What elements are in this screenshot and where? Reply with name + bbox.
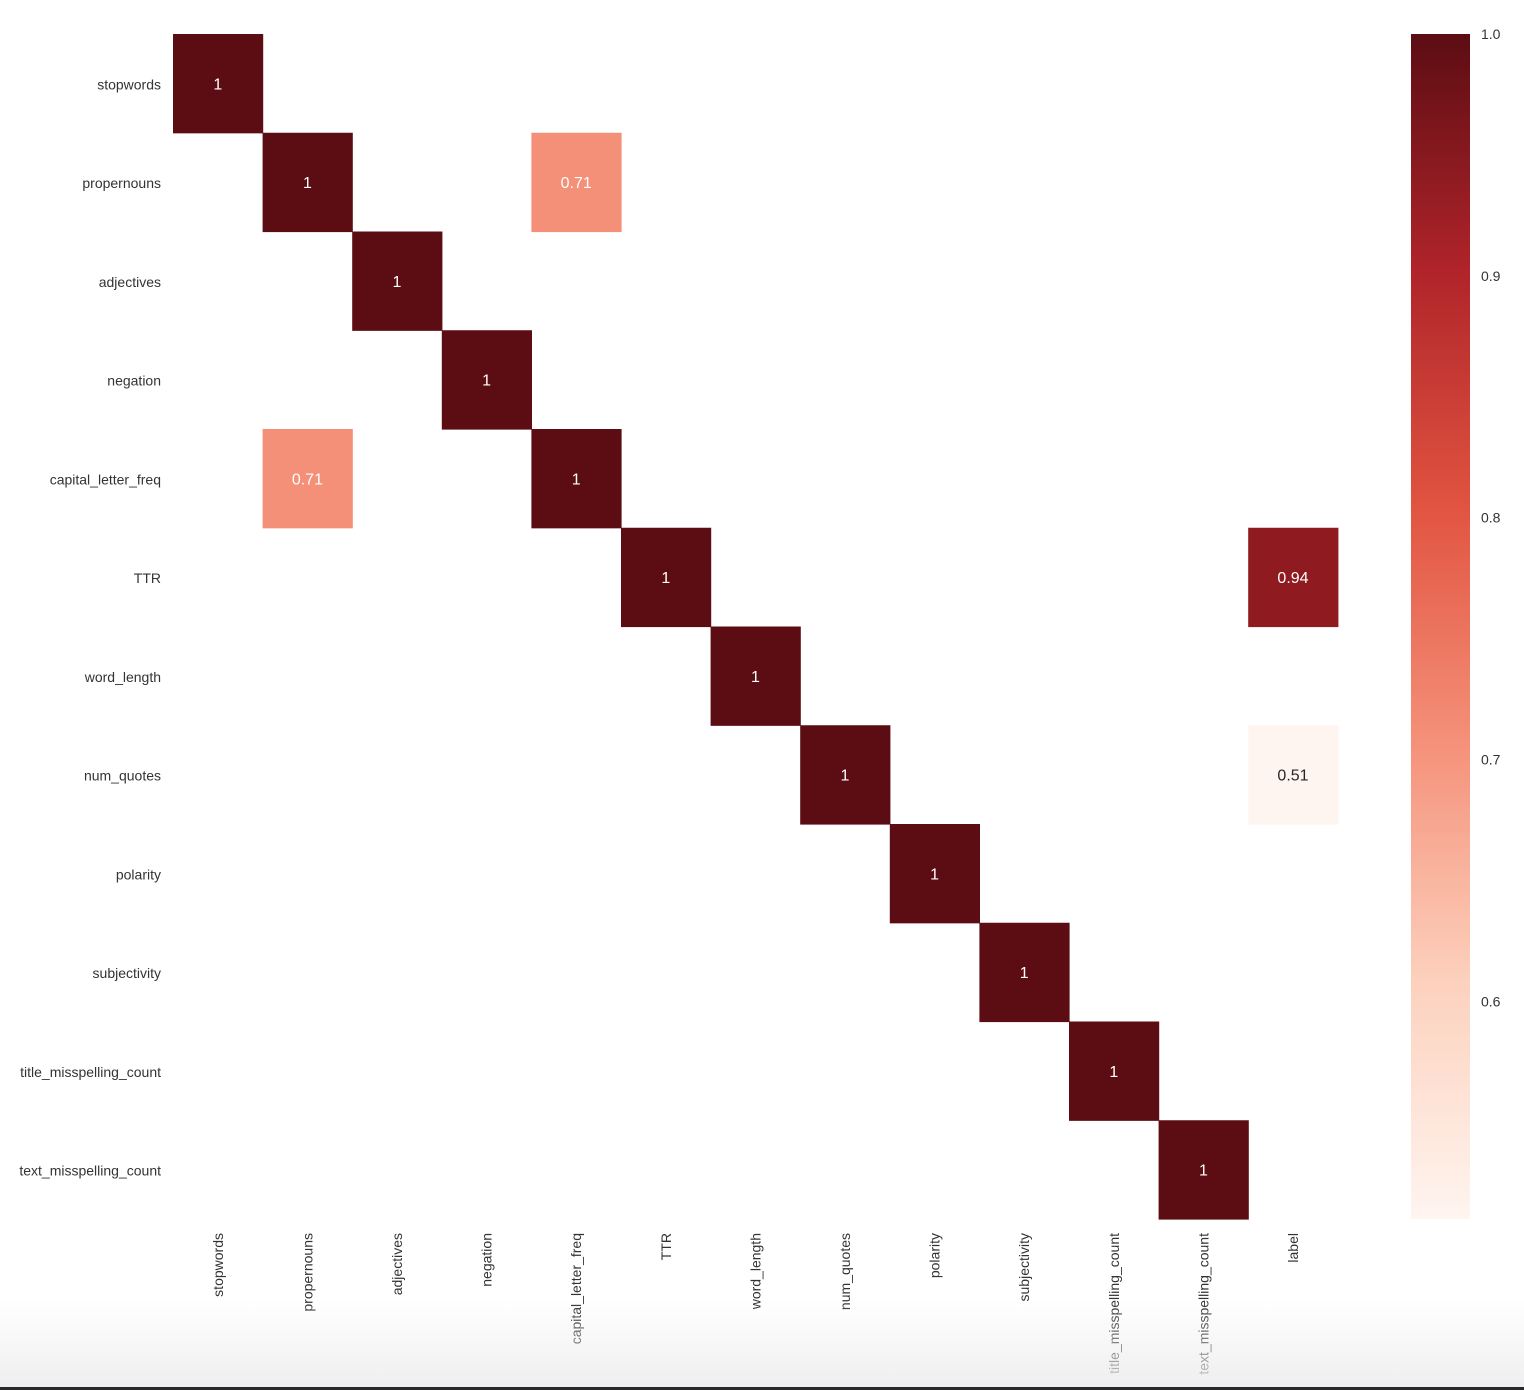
row-label: polarity xyxy=(116,866,161,882)
column-label: subjectivity xyxy=(1016,1233,1032,1301)
column-label: label xyxy=(1285,1233,1301,1263)
cell-annotation: 1 xyxy=(751,669,760,686)
heatmap-cell xyxy=(531,132,622,233)
column-label: stopwords xyxy=(210,1233,226,1297)
heatmap-cell xyxy=(889,824,980,924)
cell-annotation: 1 xyxy=(572,471,581,488)
row-label: subjectivity xyxy=(93,965,161,981)
heatmap-cell xyxy=(173,34,264,134)
cell-annotation: 1 xyxy=(482,373,491,390)
column-label: num_quotes xyxy=(837,1233,853,1310)
heatmap-cell xyxy=(710,626,801,726)
heatmap-cell xyxy=(531,429,622,529)
cell-annotation: 0.51 xyxy=(1277,768,1308,785)
heatmap-cell xyxy=(262,132,353,233)
colorbar-gradient xyxy=(1411,34,1470,1219)
row-labels: stopwords propernouns adjectives negation ca… xyxy=(19,76,161,1178)
cell-annotation: 1 xyxy=(213,76,222,93)
column-label: capital_letter_freq xyxy=(568,1233,584,1344)
heatmap-cell xyxy=(1248,725,1339,825)
colorbar-tick-label: 0.8 xyxy=(1481,510,1501,526)
heatmap-cell xyxy=(979,922,1070,1023)
row-label: word_length xyxy=(84,669,161,685)
colorbar: 1.0 0.9 0.8 0.7 0.6 xyxy=(1411,26,1501,1219)
colorbar-tick-label: 0.6 xyxy=(1481,993,1501,1009)
cell-annotation: 0.71 xyxy=(561,175,592,192)
cell-annotation: 1 xyxy=(393,274,402,291)
row-label: title_misspelling_count xyxy=(20,1064,161,1080)
colorbar-tick-label: 0.7 xyxy=(1481,752,1501,768)
row-label: negation xyxy=(107,373,161,389)
cell-annotation: 1 xyxy=(930,866,939,883)
row-label: text_misspelling_count xyxy=(19,1163,161,1179)
colorbar-tick-label: 1.0 xyxy=(1481,26,1501,42)
column-labels: stopwords propernouns adjectives negation ca… xyxy=(210,1233,1301,1375)
cell-annotation: 0.71 xyxy=(292,471,323,488)
heatmap-cell xyxy=(1069,1021,1160,1121)
column-label: propernouns xyxy=(299,1233,315,1312)
heatmap-cell xyxy=(352,231,443,331)
row-label: num_quotes xyxy=(84,768,161,784)
heatmap-cell xyxy=(800,725,891,825)
cell-annotation: 1 xyxy=(1020,965,1029,982)
row-label: capital_letter_freq xyxy=(50,471,161,487)
row-label: TTR xyxy=(134,570,161,586)
column-label: adjectives xyxy=(389,1233,405,1295)
heatmap-cells: 1 1 0.71 1 1 0.71 1 1 0.94 1 1 0.51 1 1 1 1 xyxy=(173,34,1339,1220)
heatmap-cell xyxy=(262,429,353,529)
row-label: propernouns xyxy=(82,175,161,191)
cell-annotation: 1 xyxy=(1109,1064,1118,1081)
column-label: title_misspelling_count xyxy=(1106,1233,1122,1374)
column-label: word_length xyxy=(747,1233,763,1310)
cell-annotation: 1 xyxy=(841,768,850,785)
cell-annotation: 1 xyxy=(661,570,670,587)
row-label: adjectives xyxy=(99,274,161,290)
bottom-border xyxy=(0,1387,1524,1390)
heatmap-cell xyxy=(1158,1120,1249,1220)
heatmap-cell xyxy=(441,330,532,430)
column-label: negation xyxy=(479,1233,495,1287)
cell-annotation: 0.94 xyxy=(1277,570,1308,587)
colorbar-tick-label: 0.9 xyxy=(1481,268,1501,284)
column-label: TTR xyxy=(658,1233,674,1260)
cell-annotation: 1 xyxy=(1199,1163,1208,1180)
column-label: polarity xyxy=(927,1233,943,1278)
heatmap-cell xyxy=(1248,527,1339,628)
heatmap-cell xyxy=(621,527,712,628)
column-label: text_misspelling_count xyxy=(1195,1233,1211,1375)
cell-annotation: 1 xyxy=(303,175,312,192)
row-label: stopwords xyxy=(97,76,161,92)
